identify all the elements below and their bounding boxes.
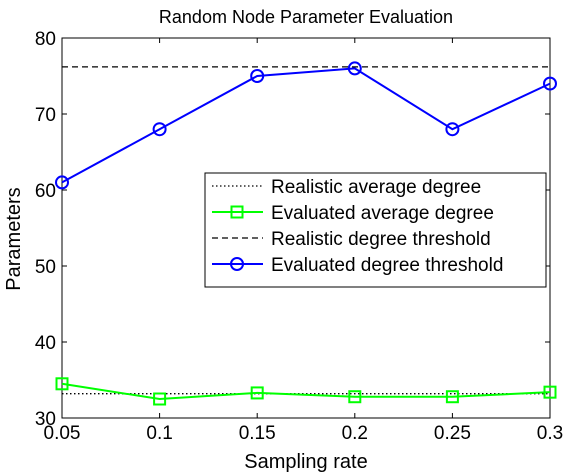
data-point (348, 390, 362, 404)
legend-label-1: Evaluated average degree (271, 203, 494, 224)
y-axis-label: Parameters (3, 187, 25, 290)
y-tick-label: 60 (35, 181, 56, 202)
chart-title: Random Node Parameter Evaluation (159, 7, 453, 27)
legend-label-2: Realistic degree threshold (271, 229, 491, 250)
y-tick-label: 50 (35, 257, 56, 278)
data-point (543, 385, 557, 399)
data-point (445, 390, 459, 404)
y-tick-label: 70 (35, 105, 56, 126)
legend-marker-1 (230, 205, 244, 219)
data-point (543, 76, 557, 91)
legend-label-0: Realistic average degree (271, 177, 481, 198)
data-point (55, 377, 69, 391)
legend-box (204, 172, 547, 288)
data-point (152, 122, 167, 137)
data-point (445, 122, 460, 137)
y-tick-label: 80 (35, 29, 56, 50)
data-point (153, 392, 167, 406)
legend-label-3: Evaluated degree threshold (271, 255, 503, 276)
data-point (347, 61, 362, 76)
x-axis-label: Sampling rate (244, 451, 367, 473)
series-line-3 (61, 67, 551, 184)
x-tick-label: 0.1 (146, 423, 172, 444)
y-tick-label: 40 (35, 333, 56, 354)
x-tick-label: 0.2 (342, 423, 368, 444)
data-point (55, 175, 69, 190)
x-tick-label: 0.3 (537, 423, 563, 444)
legend-marker-3 (230, 257, 244, 271)
data-point (250, 386, 264, 400)
data-point (250, 69, 265, 83)
x-tick-label: 0.05 (44, 423, 81, 444)
legend: Realistic average degree Evaluated averag… (204, 172, 547, 288)
x-tick-label: 0.15 (239, 423, 276, 444)
series-line-1 (61, 382, 551, 401)
y-tick-label: 30 (35, 409, 56, 430)
x-tick-label: 0.25 (434, 423, 471, 444)
